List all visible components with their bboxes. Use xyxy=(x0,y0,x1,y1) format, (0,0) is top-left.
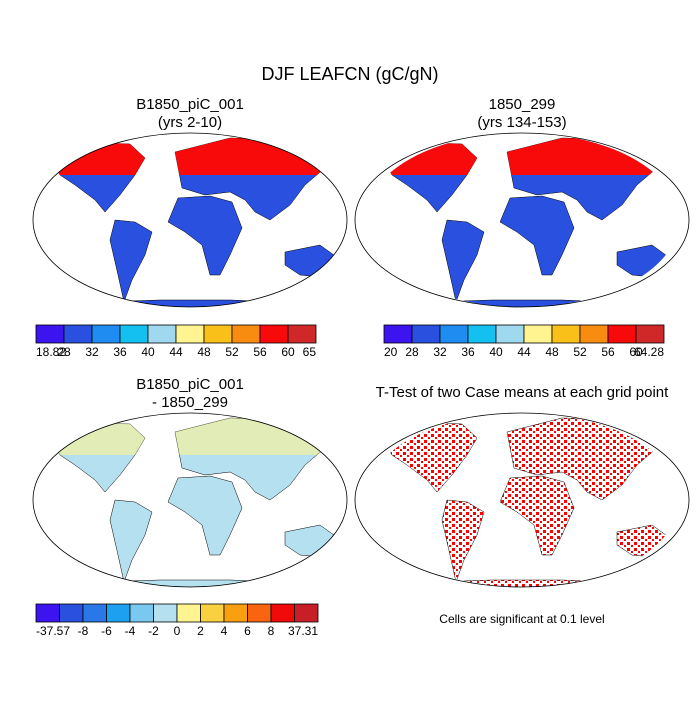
colorbar-box xyxy=(63,324,93,344)
colorbar-label: -6 xyxy=(101,624,112,638)
colorbar-label: 0 xyxy=(174,624,181,638)
colorbar-box xyxy=(35,603,60,623)
map-outline xyxy=(354,412,690,588)
colorbar-box xyxy=(200,603,225,623)
colorbar-label: 44 xyxy=(517,345,531,359)
colorbar-label: 60 xyxy=(281,345,295,359)
colorbar-box xyxy=(467,324,497,344)
colorbar-label: -2 xyxy=(148,624,159,638)
colorbar-box xyxy=(635,324,665,344)
colorbar-box xyxy=(91,324,121,344)
map xyxy=(376,417,671,587)
colorbar-label: 20 xyxy=(384,345,398,359)
panel-title: (yrs 134-153) xyxy=(477,114,566,131)
panel-title: 1850_299 xyxy=(489,96,556,113)
colorbar-box xyxy=(383,324,413,344)
panel-title: B1850_piC_001 xyxy=(136,96,244,113)
colorbar-label: 48 xyxy=(197,345,211,359)
map-outline xyxy=(354,132,690,308)
colorbar-label: 32 xyxy=(85,345,99,359)
colorbar-label: 48 xyxy=(545,345,559,359)
colorbar-label: 37.31 xyxy=(288,624,318,638)
colorbar-box xyxy=(176,603,201,623)
colorbar-label: 52 xyxy=(573,345,587,359)
colorbar-label: 60 xyxy=(629,345,643,359)
figure-title: DJF LEAFCN (gC/gN) xyxy=(261,64,438,84)
colorbar-box xyxy=(607,324,637,344)
colorbar-label: 36 xyxy=(113,345,127,359)
colorbar-box xyxy=(579,324,609,344)
colorbar-label: 40 xyxy=(141,345,155,359)
colorbar-label: 32 xyxy=(433,345,447,359)
colorbar-label: 28 xyxy=(57,345,71,359)
panel-title: (yrs 2-10) xyxy=(158,114,222,131)
colorbar-label: 52 xyxy=(225,345,239,359)
colorbar-box xyxy=(223,603,248,623)
panel-title: B1850_piC_001 xyxy=(136,376,244,393)
colorbar-box xyxy=(495,324,525,344)
colorbar-label: -8 xyxy=(78,624,89,638)
colorbar-label: 8 xyxy=(268,624,275,638)
colorbar-box xyxy=(106,603,131,623)
map-outline xyxy=(32,132,348,308)
colorbar-box xyxy=(147,324,177,344)
colorbar-label: 28 xyxy=(405,345,419,359)
panel-title: - 1850_299 xyxy=(152,394,228,411)
colorbar-box xyxy=(35,324,65,344)
panel-title: T-Test of two Case means at each grid po… xyxy=(376,384,669,401)
colorbar-label: 56 xyxy=(601,345,615,359)
colorbar-box xyxy=(270,603,295,623)
colorbar-box xyxy=(59,603,84,623)
colorbar-label: 56 xyxy=(253,345,267,359)
colorbar-box xyxy=(411,324,441,344)
colorbar-box xyxy=(294,603,319,623)
colorbar-label: -4 xyxy=(125,624,136,638)
colorbar-box xyxy=(203,324,233,344)
colorbar-label: 18.82 xyxy=(36,345,66,359)
colorbar-box xyxy=(551,324,581,344)
colorbar-label: 65 xyxy=(303,345,317,359)
colorbar-box xyxy=(82,603,107,623)
colorbar-box xyxy=(523,324,553,344)
colorbar-label: 2 xyxy=(197,624,204,638)
map xyxy=(376,137,671,307)
colorbar-label: 44 xyxy=(169,345,183,359)
colorbar-label: 36 xyxy=(461,345,475,359)
colorbar-box xyxy=(231,324,261,344)
colorbar-box xyxy=(153,603,178,623)
colorbar-label: 4 xyxy=(221,624,228,638)
colorbar-label: 40 xyxy=(489,345,503,359)
map xyxy=(44,417,339,587)
colorbar-label: 64.28 xyxy=(634,345,664,359)
colorbar-box xyxy=(259,324,289,344)
map xyxy=(44,137,339,307)
colorbar-box xyxy=(175,324,205,344)
colorbar-box xyxy=(129,603,154,623)
colorbar-box xyxy=(287,324,317,344)
colorbar-box xyxy=(119,324,149,344)
colorbar-box xyxy=(247,603,272,623)
map-outline xyxy=(32,412,348,588)
colorbar-label: -37.57 xyxy=(36,624,70,638)
panel-note: Cells are significant at 0.1 level xyxy=(439,612,604,626)
colorbar-label: 6 xyxy=(244,624,251,638)
colorbar-box xyxy=(439,324,469,344)
